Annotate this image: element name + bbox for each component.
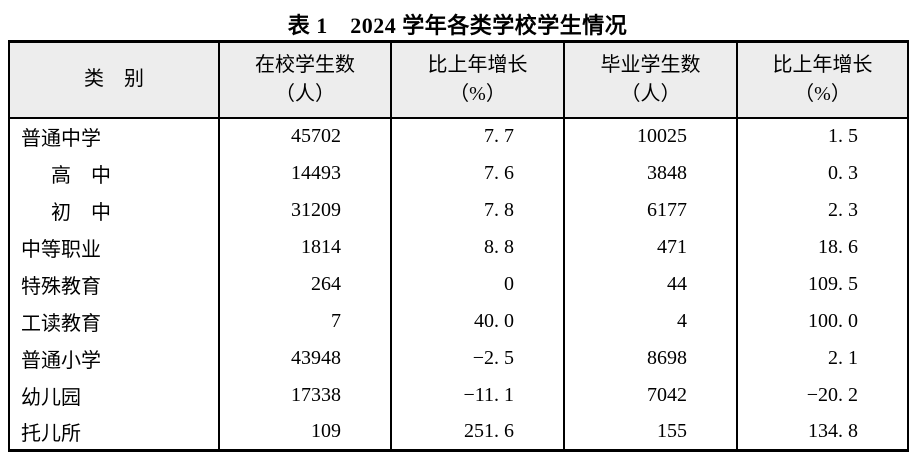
- graduates-growth-cell: 2. 3: [736, 191, 908, 229]
- graduates-growth-cell: 100. 0: [736, 302, 908, 340]
- graduates-count-cell: 471: [563, 228, 737, 266]
- category-cell: 托儿所: [21, 422, 81, 445]
- graduates-count-cell: 3848: [563, 154, 737, 192]
- header-graduates-label: 毕业学生数: [600, 53, 701, 76]
- category-cell: 特殊教育: [21, 275, 101, 298]
- table-row: 中等职业 1814 8. 8 471 18. 6: [9, 228, 908, 266]
- enrolled-count-cell: 1814: [218, 228, 391, 266]
- graduates-growth-cell: −20. 2: [736, 376, 908, 414]
- category-cell: 幼儿园: [21, 386, 81, 409]
- category-cell: 中等职业: [21, 238, 101, 261]
- graduates-growth-cell: 0. 3: [736, 154, 908, 192]
- header-enrolled-label: 在校学生数: [255, 53, 355, 76]
- table-row: 工读教育 7 40. 0 4 100. 0: [9, 302, 908, 340]
- enrolled-growth-cell: 7. 8: [390, 191, 564, 229]
- enrolled-count-cell: 14493: [218, 154, 391, 192]
- graduates-growth-cell: 2. 1: [736, 339, 908, 377]
- table-row: 普通中学 45702 7. 7 10025 1. 5: [9, 117, 908, 155]
- graduates-growth-cell: 18. 6: [736, 228, 908, 266]
- table-row: 托儿所 109 251. 6 155 134. 8: [9, 413, 908, 451]
- header-category-label: 类 别: [84, 68, 144, 91]
- enrolled-count-cell: 45702: [218, 117, 391, 155]
- header-enrolled-growth: 比上年增长 （%）: [390, 41, 564, 119]
- enrolled-count-cell: 31209: [218, 191, 391, 229]
- table-title: 表 1 2024 学年各类学校学生情况: [287, 13, 628, 38]
- category-cell: 高 中: [51, 164, 111, 187]
- header-graduates-growth-label: 比上年增长: [772, 53, 873, 76]
- enrolled-growth-cell: 7. 6: [390, 154, 564, 192]
- table-row: 初 中 31209 7. 8 6177 2. 3: [9, 191, 908, 229]
- enrolled-count-cell: 264: [218, 265, 391, 303]
- enrolled-growth-cell: 0: [390, 265, 564, 303]
- table-header-row: 类 别 在校学生数 （人） 比上年增长 （%） 毕业学生数 （人） 比上年增长 …: [9, 41, 908, 119]
- table-body: 普通中学 45702 7. 7 10025 1. 5 高 中 14493 7. …: [9, 117, 908, 451]
- table-row: 特殊教育 264 0 44 109. 5: [9, 265, 908, 303]
- enrolled-growth-cell: −11. 1: [390, 376, 564, 414]
- enrolled-growth-cell: −2. 5: [390, 339, 564, 377]
- graduates-count-cell: 8698: [563, 339, 737, 377]
- graduates-count-cell: 44: [563, 265, 737, 303]
- enrolled-count-cell: 17338: [218, 376, 391, 414]
- graduates-count-cell: 6177: [563, 191, 737, 229]
- category-cell: 初 中: [51, 201, 111, 224]
- graduates-count-cell: 10025: [563, 117, 737, 155]
- header-graduates-growth-unit: （%）: [794, 82, 851, 105]
- graduates-count-cell: 155: [563, 413, 737, 451]
- graduates-growth-cell: 134. 8: [736, 413, 908, 451]
- table-row: 高 中 14493 7. 6 3848 0. 3: [9, 154, 908, 192]
- header-graduates: 毕业学生数 （人）: [563, 41, 737, 119]
- table-row: 幼儿园 17338 −11. 1 7042 −20. 2: [9, 376, 908, 414]
- graduates-growth-cell: 109. 5: [736, 265, 908, 303]
- header-enrolled: 在校学生数 （人）: [218, 41, 391, 119]
- header-enrolled-unit: （人）: [275, 82, 335, 105]
- category-cell: 工读教育: [21, 312, 101, 335]
- header-graduates-growth: 比上年增长 （%）: [736, 41, 908, 119]
- enrolled-growth-cell: 40. 0: [390, 302, 564, 340]
- graduates-count-cell: 4: [563, 302, 737, 340]
- students-statistics-table: 类 别 在校学生数 （人） 比上年增长 （%） 毕业学生数 （人） 比上年增长 …: [8, 40, 909, 452]
- table-row: 普通小学 43948 −2. 5 8698 2. 1: [9, 339, 908, 377]
- enrolled-growth-cell: 8. 8: [390, 228, 564, 266]
- header-graduates-unit: （人）: [620, 82, 681, 105]
- enrolled-count-cell: 109: [218, 413, 391, 451]
- enrolled-growth-cell: 7. 7: [390, 117, 564, 155]
- header-category: 类 别: [9, 41, 219, 119]
- header-enrolled-growth-unit: （%）: [449, 82, 506, 105]
- category-cell: 普通中学: [21, 128, 101, 150]
- graduates-growth-cell: 1. 5: [736, 117, 908, 155]
- enrolled-growth-cell: 251. 6: [390, 413, 564, 451]
- enrolled-count-cell: 43948: [218, 339, 391, 377]
- header-enrolled-growth-label: 比上年增长: [427, 53, 528, 76]
- enrolled-count-cell: 7: [218, 302, 391, 340]
- category-cell: 普通小学: [21, 349, 101, 372]
- graduates-count-cell: 7042: [563, 376, 737, 414]
